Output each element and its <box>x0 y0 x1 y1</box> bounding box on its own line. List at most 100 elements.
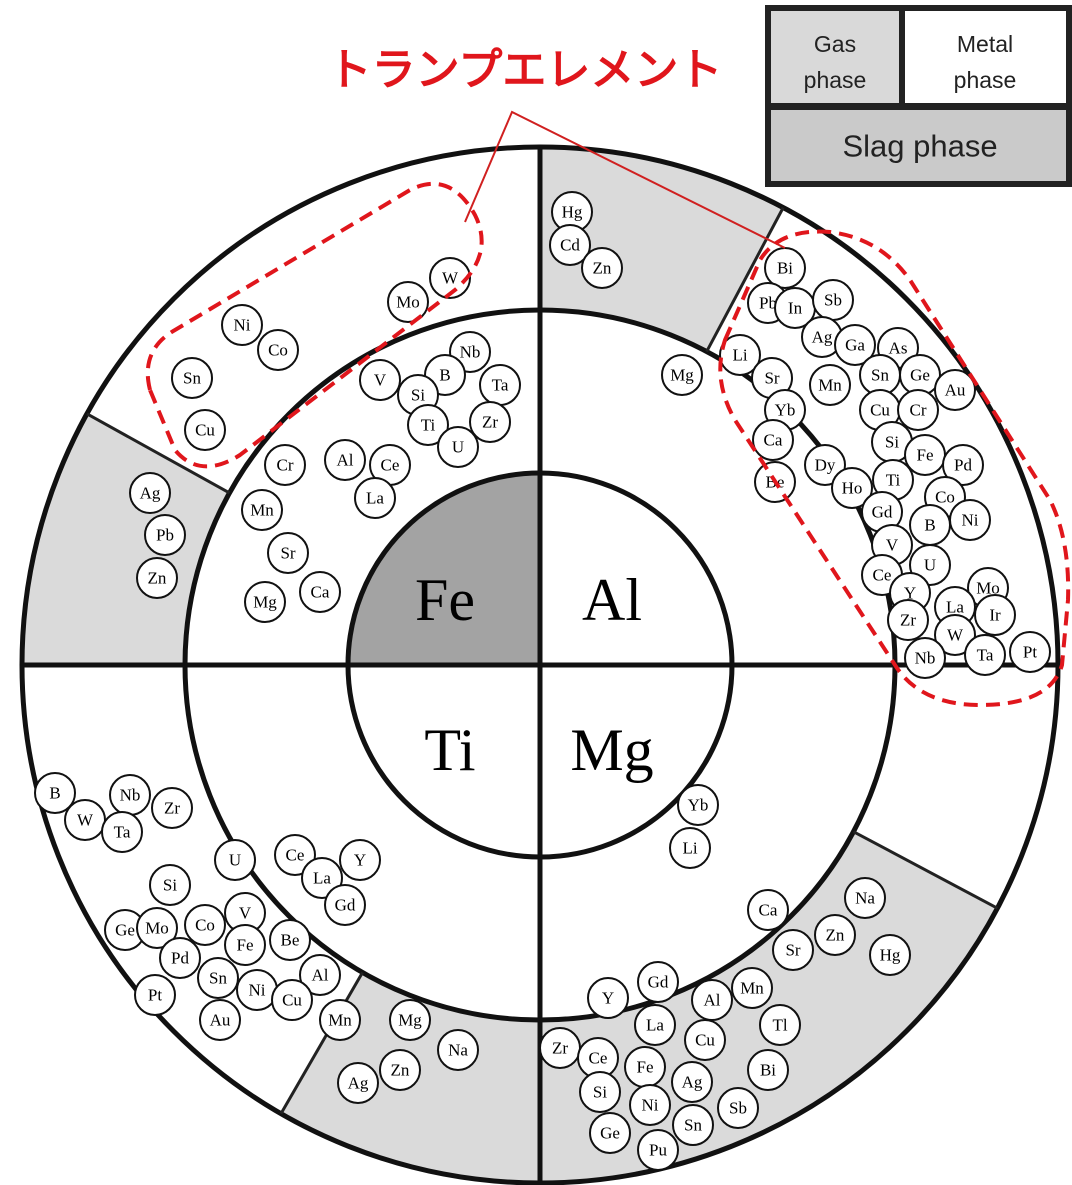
element-circle <box>844 877 886 919</box>
element: Ti <box>407 404 449 446</box>
element-label: Ni <box>962 511 979 530</box>
element-circle <box>171 357 213 399</box>
element-label: Mg <box>253 593 277 612</box>
element-circle <box>964 634 1006 676</box>
element: Sr <box>267 532 309 574</box>
element: Ce <box>577 1037 619 1079</box>
element-label: Sr <box>280 544 295 563</box>
element: Au <box>199 999 241 1041</box>
element-label: Pd <box>171 949 189 968</box>
element-label: Fe <box>237 936 254 955</box>
element-circle <box>241 489 283 531</box>
element-circle <box>949 499 991 541</box>
element: Mn <box>731 967 773 1009</box>
legend-metal-label: Metal <box>957 31 1013 57</box>
element-circle <box>629 1084 671 1126</box>
element: Al <box>324 439 366 481</box>
element-circle <box>299 571 341 613</box>
element: Yb <box>677 784 719 826</box>
element: Cu <box>184 409 226 451</box>
element-circle <box>144 514 186 556</box>
element: Cu <box>684 1019 726 1061</box>
element: Be <box>269 919 311 961</box>
element-label: U <box>924 556 936 575</box>
element: Bi <box>747 1049 789 1091</box>
element: Na <box>437 1029 479 1071</box>
element: Ni <box>629 1084 671 1126</box>
element-circle <box>319 999 361 1041</box>
element: Sb <box>812 279 854 321</box>
element-circle <box>269 919 311 961</box>
element: Cr <box>897 389 939 431</box>
element-label: Ce <box>589 1049 608 1068</box>
element-label: Ca <box>759 901 778 920</box>
divider <box>852 830 999 910</box>
region <box>853 665 1058 909</box>
element: La <box>354 477 396 519</box>
element-label: V <box>374 371 387 390</box>
element: Ge <box>899 354 941 396</box>
element-label: Ca <box>311 583 330 602</box>
element-circle <box>661 354 703 396</box>
element-label: W <box>442 269 459 288</box>
element-label: Mn <box>250 501 274 520</box>
connector <box>464 110 786 249</box>
element-label: Nb <box>460 343 481 362</box>
element-circle <box>324 439 366 481</box>
element-label: Ni <box>234 316 251 335</box>
element-label: Y <box>904 584 916 603</box>
highlight <box>145 181 484 469</box>
element-label: Ta <box>977 646 994 665</box>
element-label: Zn <box>391 1061 410 1080</box>
element: W <box>934 614 976 656</box>
element: Zn <box>379 1049 421 1091</box>
element-circle <box>354 477 396 519</box>
element-label: Mg <box>398 1011 422 1030</box>
element-circle <box>684 1019 726 1061</box>
element-label: Mo <box>396 293 420 312</box>
element: Co <box>257 329 299 371</box>
element-circle <box>731 967 773 1009</box>
element-circle <box>407 404 449 446</box>
element-label: Zn <box>826 926 845 945</box>
element-label: Yb <box>688 796 709 815</box>
element-label: W <box>77 811 94 830</box>
element: Mg <box>661 354 703 396</box>
element: Pd <box>942 444 984 486</box>
element: Ge <box>104 909 146 951</box>
element-label: Zr <box>482 413 498 432</box>
element-label: Co <box>935 488 955 507</box>
element-label: Si <box>163 876 177 895</box>
element-label: Ce <box>873 566 892 585</box>
element-label: Al <box>337 451 354 470</box>
element: Sn <box>171 357 213 399</box>
element: Pt <box>134 974 176 1016</box>
element: Zr <box>539 1027 581 1069</box>
element: B <box>34 772 76 814</box>
element-circle <box>151 787 193 829</box>
element-circle <box>719 334 761 376</box>
element: V <box>224 892 266 934</box>
element-label: Si <box>593 1083 607 1102</box>
element-label: Si <box>411 386 425 405</box>
element-label: Ge <box>115 921 135 940</box>
element: Fe <box>904 434 946 476</box>
element-label: Cr <box>277 456 294 475</box>
element: Sn <box>197 957 239 999</box>
region <box>22 413 230 665</box>
element-label: Ti <box>886 471 901 490</box>
element-circle <box>579 1071 621 1113</box>
element-circle <box>637 1129 679 1171</box>
element-label: Nb <box>120 786 141 805</box>
element-circle <box>637 961 679 1003</box>
element-label: Sb <box>824 291 842 310</box>
element-label: Mg <box>670 366 694 385</box>
element-circle <box>264 444 306 486</box>
element-circle <box>184 409 226 451</box>
element-circle <box>814 914 856 956</box>
element-label: Fe <box>917 446 934 465</box>
element-circle <box>589 1112 631 1154</box>
element-label: Mn <box>818 376 842 395</box>
element-label: Ce <box>381 456 400 475</box>
element-label: Sr <box>785 941 800 960</box>
